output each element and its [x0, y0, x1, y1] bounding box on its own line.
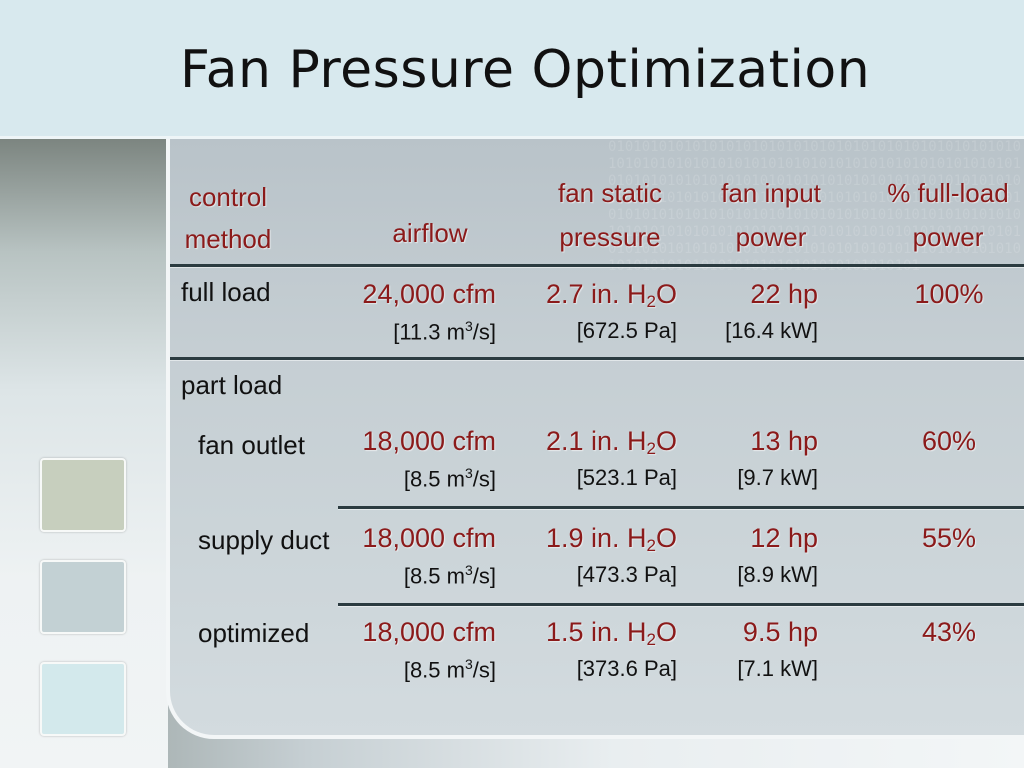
header-pct-line2: power [912, 222, 984, 252]
fan-outlet-airflow-si: [8.5 m3/s] [403, 465, 496, 492]
optimized-airflow: 18,000 cfm [362, 617, 496, 647]
header-pressure-line2: pressure [559, 222, 661, 252]
section-part-load: part load [181, 370, 283, 400]
full-load-pressure-si: [672.5 Pa] [576, 318, 677, 343]
full-load-power: 22 hp [750, 279, 818, 309]
fan-outlet-pressure-si: [523.1 Pa] [576, 465, 677, 490]
full-load-pressure: 2.7 in. H2O [545, 279, 677, 311]
full-load-airflow: 24,000 cfm [362, 279, 496, 309]
full-load-pct: 100% [914, 279, 984, 309]
header-control-method: control method [178, 175, 278, 261]
supply-duct-pressure-si: [473.3 Pa] [576, 562, 677, 587]
row-label-optimized: optimized [198, 618, 310, 648]
header-power-line1: fan input [721, 178, 821, 208]
fan-outlet-power-si: [9.7 kW] [737, 465, 818, 490]
optimized-pressure-si: [373.6 Pa] [576, 656, 677, 681]
header-control-line2: method [184, 224, 272, 254]
supply-duct-power: 12 hp [750, 523, 818, 553]
optimized-pct: 43% [921, 617, 977, 647]
supply-duct-pct: 55% [921, 523, 977, 553]
fan-outlet-divider [338, 506, 1024, 509]
optimized-power-si: [7.1 kW] [737, 656, 818, 681]
decor-square-2 [40, 560, 126, 634]
optimized-airflow-si: [8.5 m3/s] [403, 656, 496, 683]
supply-duct-divider [338, 603, 1024, 606]
supply-duct-airflow-si: [8.5 m3/s] [403, 562, 496, 589]
row-label-supply-duct: supply duct [198, 525, 330, 555]
table-panel: 0101010101010101010101010101010101010101… [166, 139, 1024, 739]
row-label-fan-outlet: fan outlet [198, 430, 305, 460]
header-full-load-power: % full-load power [872, 171, 1024, 259]
full-load-divider [170, 357, 1024, 360]
row-label-full-load: full load [181, 277, 271, 307]
header-divider [170, 264, 1024, 267]
header-pct-line1: % full-load [887, 178, 1009, 208]
header-control-line1: control [188, 182, 268, 212]
header-fan-static-pressure: fan static pressure [535, 171, 685, 259]
binary-background-pattern: 0101010101010101010101010101010101010101… [608, 139, 1022, 274]
supply-duct-airflow: 18,000 cfm [362, 523, 496, 553]
header-fan-input-power: fan input power [706, 171, 836, 259]
decor-square-3 [40, 662, 126, 736]
header-power-line2: power [735, 222, 807, 252]
fan-outlet-pct: 60% [921, 426, 977, 456]
title-bar: Fan Pressure Optimization [0, 0, 1024, 139]
slide-title: Fan Pressure Optimization [180, 40, 871, 100]
fan-outlet-power: 13 hp [750, 426, 818, 456]
supply-duct-power-si: [8.9 kW] [737, 562, 818, 587]
optimized-pressure: 1.5 in. H2O [545, 617, 677, 649]
full-load-power-si: [16.4 kW] [725, 318, 818, 343]
optimized-power: 9.5 hp [742, 617, 818, 647]
full-load-airflow-si: [11.3 m3/s] [393, 318, 496, 345]
decor-square-1 [40, 458, 126, 532]
header-airflow: airflow [392, 218, 468, 248]
fan-outlet-airflow: 18,000 cfm [362, 426, 496, 456]
fan-outlet-pressure: 2.1 in. H2O [545, 426, 677, 458]
supply-duct-pressure: 1.9 in. H2O [545, 523, 677, 555]
header-pressure-line1: fan static [557, 178, 663, 208]
